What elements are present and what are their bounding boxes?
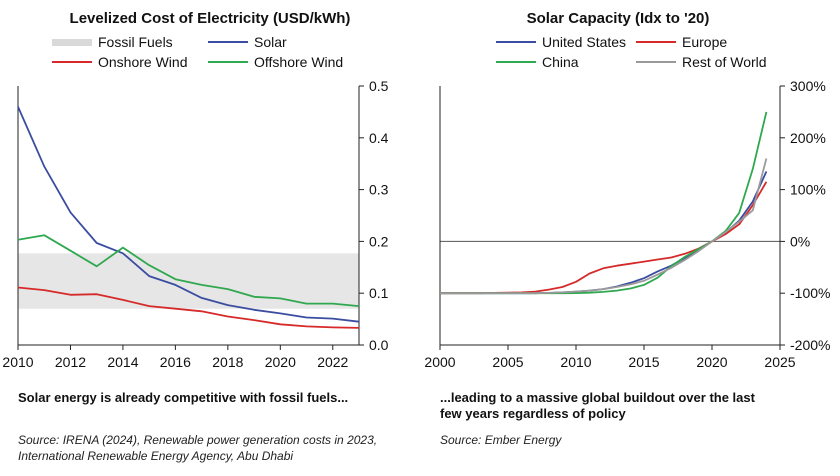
lcoe-chart: 2010 2012 2014 2016 2018 2020 2022 0.0 0.1 0.2 0.3… <box>2 78 389 370</box>
y-tick-label: 0.1 <box>369 285 389 301</box>
series-line-rest-of-world <box>440 158 768 295</box>
legend-label-fossil-fuels: Fossil Fuels <box>98 34 173 50</box>
legend-swatch-solar <box>208 41 248 43</box>
legend-item-rest-of-world: Rest of World <box>636 54 767 70</box>
legend-item-china: China <box>496 54 579 70</box>
fossil-fuels-band <box>18 253 359 309</box>
series-line-solar <box>17 106 360 323</box>
x-tick-label: 2010 <box>560 354 591 370</box>
lcoe-chart-title: Levelized Cost of Electricity (USD/kWh) <box>69 10 351 27</box>
lcoe-source: Source: IRENA (2024), Renewable power ge… <box>18 433 378 463</box>
solar-capacity-chart: 2000 2005 2010 2015 2020 2025-200% -100% 0% 100%… <box>424 78 830 370</box>
x-tick-label: 2010 <box>2 354 33 370</box>
x-tick-label: 2020 <box>696 354 727 370</box>
series-line-china <box>440 111 768 295</box>
legend-swatch-united-states <box>496 41 536 43</box>
x-tick-label: 2012 <box>55 354 86 370</box>
x-tick-label: 2018 <box>212 354 243 370</box>
x-tick-label: 2025 <box>764 354 795 370</box>
legend-item-offshore-wind: Offshore Wind <box>208 54 343 70</box>
legend-item-onshore-wind: Onshore Wind <box>52 54 187 70</box>
y-tick-label: -200% <box>790 337 830 353</box>
series-line-offshore-wind <box>17 234 360 307</box>
solar-capacity-chart-title: Solar Capacity (Idx to '20) <box>526 10 710 27</box>
lcoe-caption: Solar energy is already competitive with… <box>18 390 349 405</box>
series-line-united-states <box>440 171 768 295</box>
y-tick-label: 0.0 <box>369 337 389 353</box>
x-tick-label: 2005 <box>492 354 523 370</box>
x-tick-label: 2000 <box>424 354 455 370</box>
legend-label-offshore-wind: Offshore Wind <box>254 54 344 70</box>
solar-capacity-caption: ...leading to a massive global buildout … <box>440 390 755 421</box>
y-tick-label: 0% <box>790 233 810 249</box>
legend-swatch-fossil-fuels <box>52 38 92 46</box>
legend-label-united-states: United States <box>542 34 627 50</box>
x-tick-label: 2020 <box>265 354 296 370</box>
lcoe-panel: Levelized Cost of Electricity (USD/kWh) … <box>2 10 389 463</box>
legend-swatch-rest-of-world <box>636 61 676 63</box>
legend-label-solar: Solar <box>254 34 287 50</box>
legend-label-europe: Europe <box>682 34 728 50</box>
y-tick-label: 0.2 <box>369 233 389 249</box>
y-tick-label: 0.5 <box>369 78 389 94</box>
y-tick-label: 200% <box>790 130 826 146</box>
y-tick-label: -100% <box>790 285 830 301</box>
y-tick-label: 300% <box>790 78 826 94</box>
legend-swatch-onshore-wind <box>52 61 92 63</box>
y-tick-label: 0.3 <box>369 182 389 198</box>
y-tick-label: 100% <box>790 182 826 198</box>
y-tick-label: 0.4 <box>369 130 389 146</box>
legend-item-europe: Europe <box>636 34 727 50</box>
legend-item-solar: Solar <box>208 34 287 50</box>
legend-label-china: China <box>542 54 579 70</box>
legend-label-onshore-wind: Onshore Wind <box>98 54 188 70</box>
x-tick-label: 2016 <box>160 354 191 370</box>
legend-swatch-offshore-wind <box>208 61 248 63</box>
x-tick-label: 2015 <box>628 354 659 370</box>
x-tick-label: 2022 <box>317 354 348 370</box>
legend-item-united-states: United States <box>496 34 626 50</box>
solar-capacity-panel: Solar Capacity (Idx to '20) United State… <box>420 0 840 476</box>
legend-item-fossil-fuels: Fossil Fuels <box>52 34 173 50</box>
legend-swatch-china <box>496 61 536 63</box>
series-line-onshore-wind <box>17 286 360 329</box>
legend-label-rest-of-world: Rest of World <box>682 54 767 70</box>
legend-swatch-europe <box>636 41 676 43</box>
solar-capacity-source: Source: Ember Energy <box>440 433 562 447</box>
x-tick-label: 2014 <box>107 354 138 370</box>
